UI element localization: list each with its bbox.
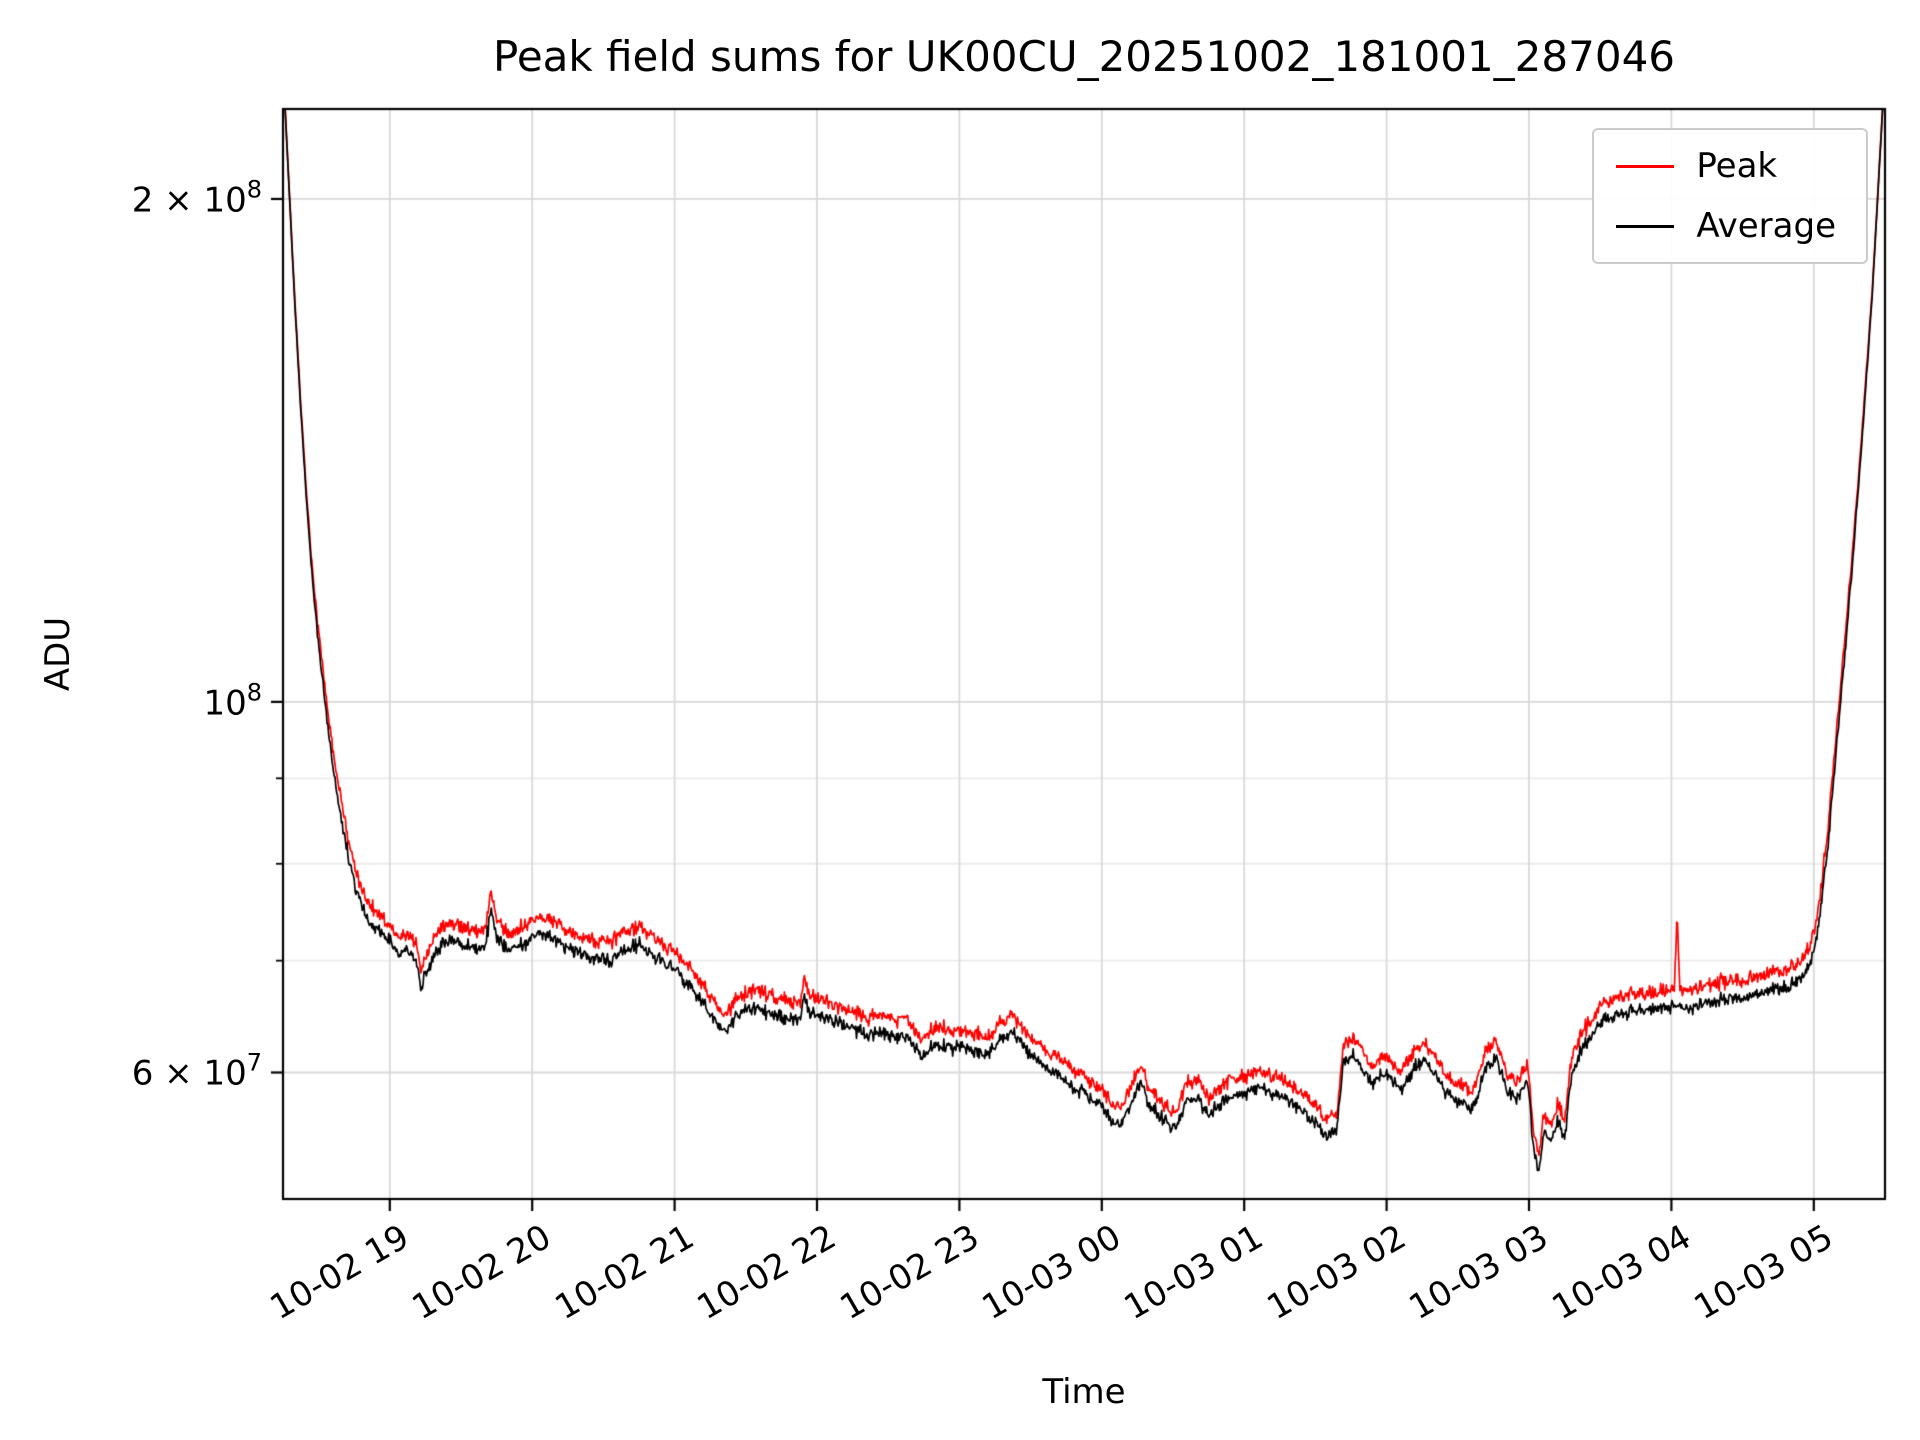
legend-entry-average: Average: [1616, 206, 1836, 246]
legend-line-average: [1616, 224, 1675, 228]
legend-entry-peak: Peak: [1616, 146, 1836, 186]
y-tick-label: 108: [203, 678, 262, 724]
legend-line-peak: [1616, 164, 1675, 168]
legend-label-average: Average: [1696, 206, 1836, 246]
x-axis-label: Time: [1042, 1372, 1126, 1412]
y-tick-label: 6 × 107: [131, 1048, 262, 1095]
legend: Peak Average: [1592, 128, 1868, 264]
y-tick-label: 2 × 108: [131, 175, 262, 221]
chart-title: Peak field sums for UK00CU_20251002_1810…: [492, 32, 1676, 81]
legend-label-peak: Peak: [1696, 146, 1778, 186]
